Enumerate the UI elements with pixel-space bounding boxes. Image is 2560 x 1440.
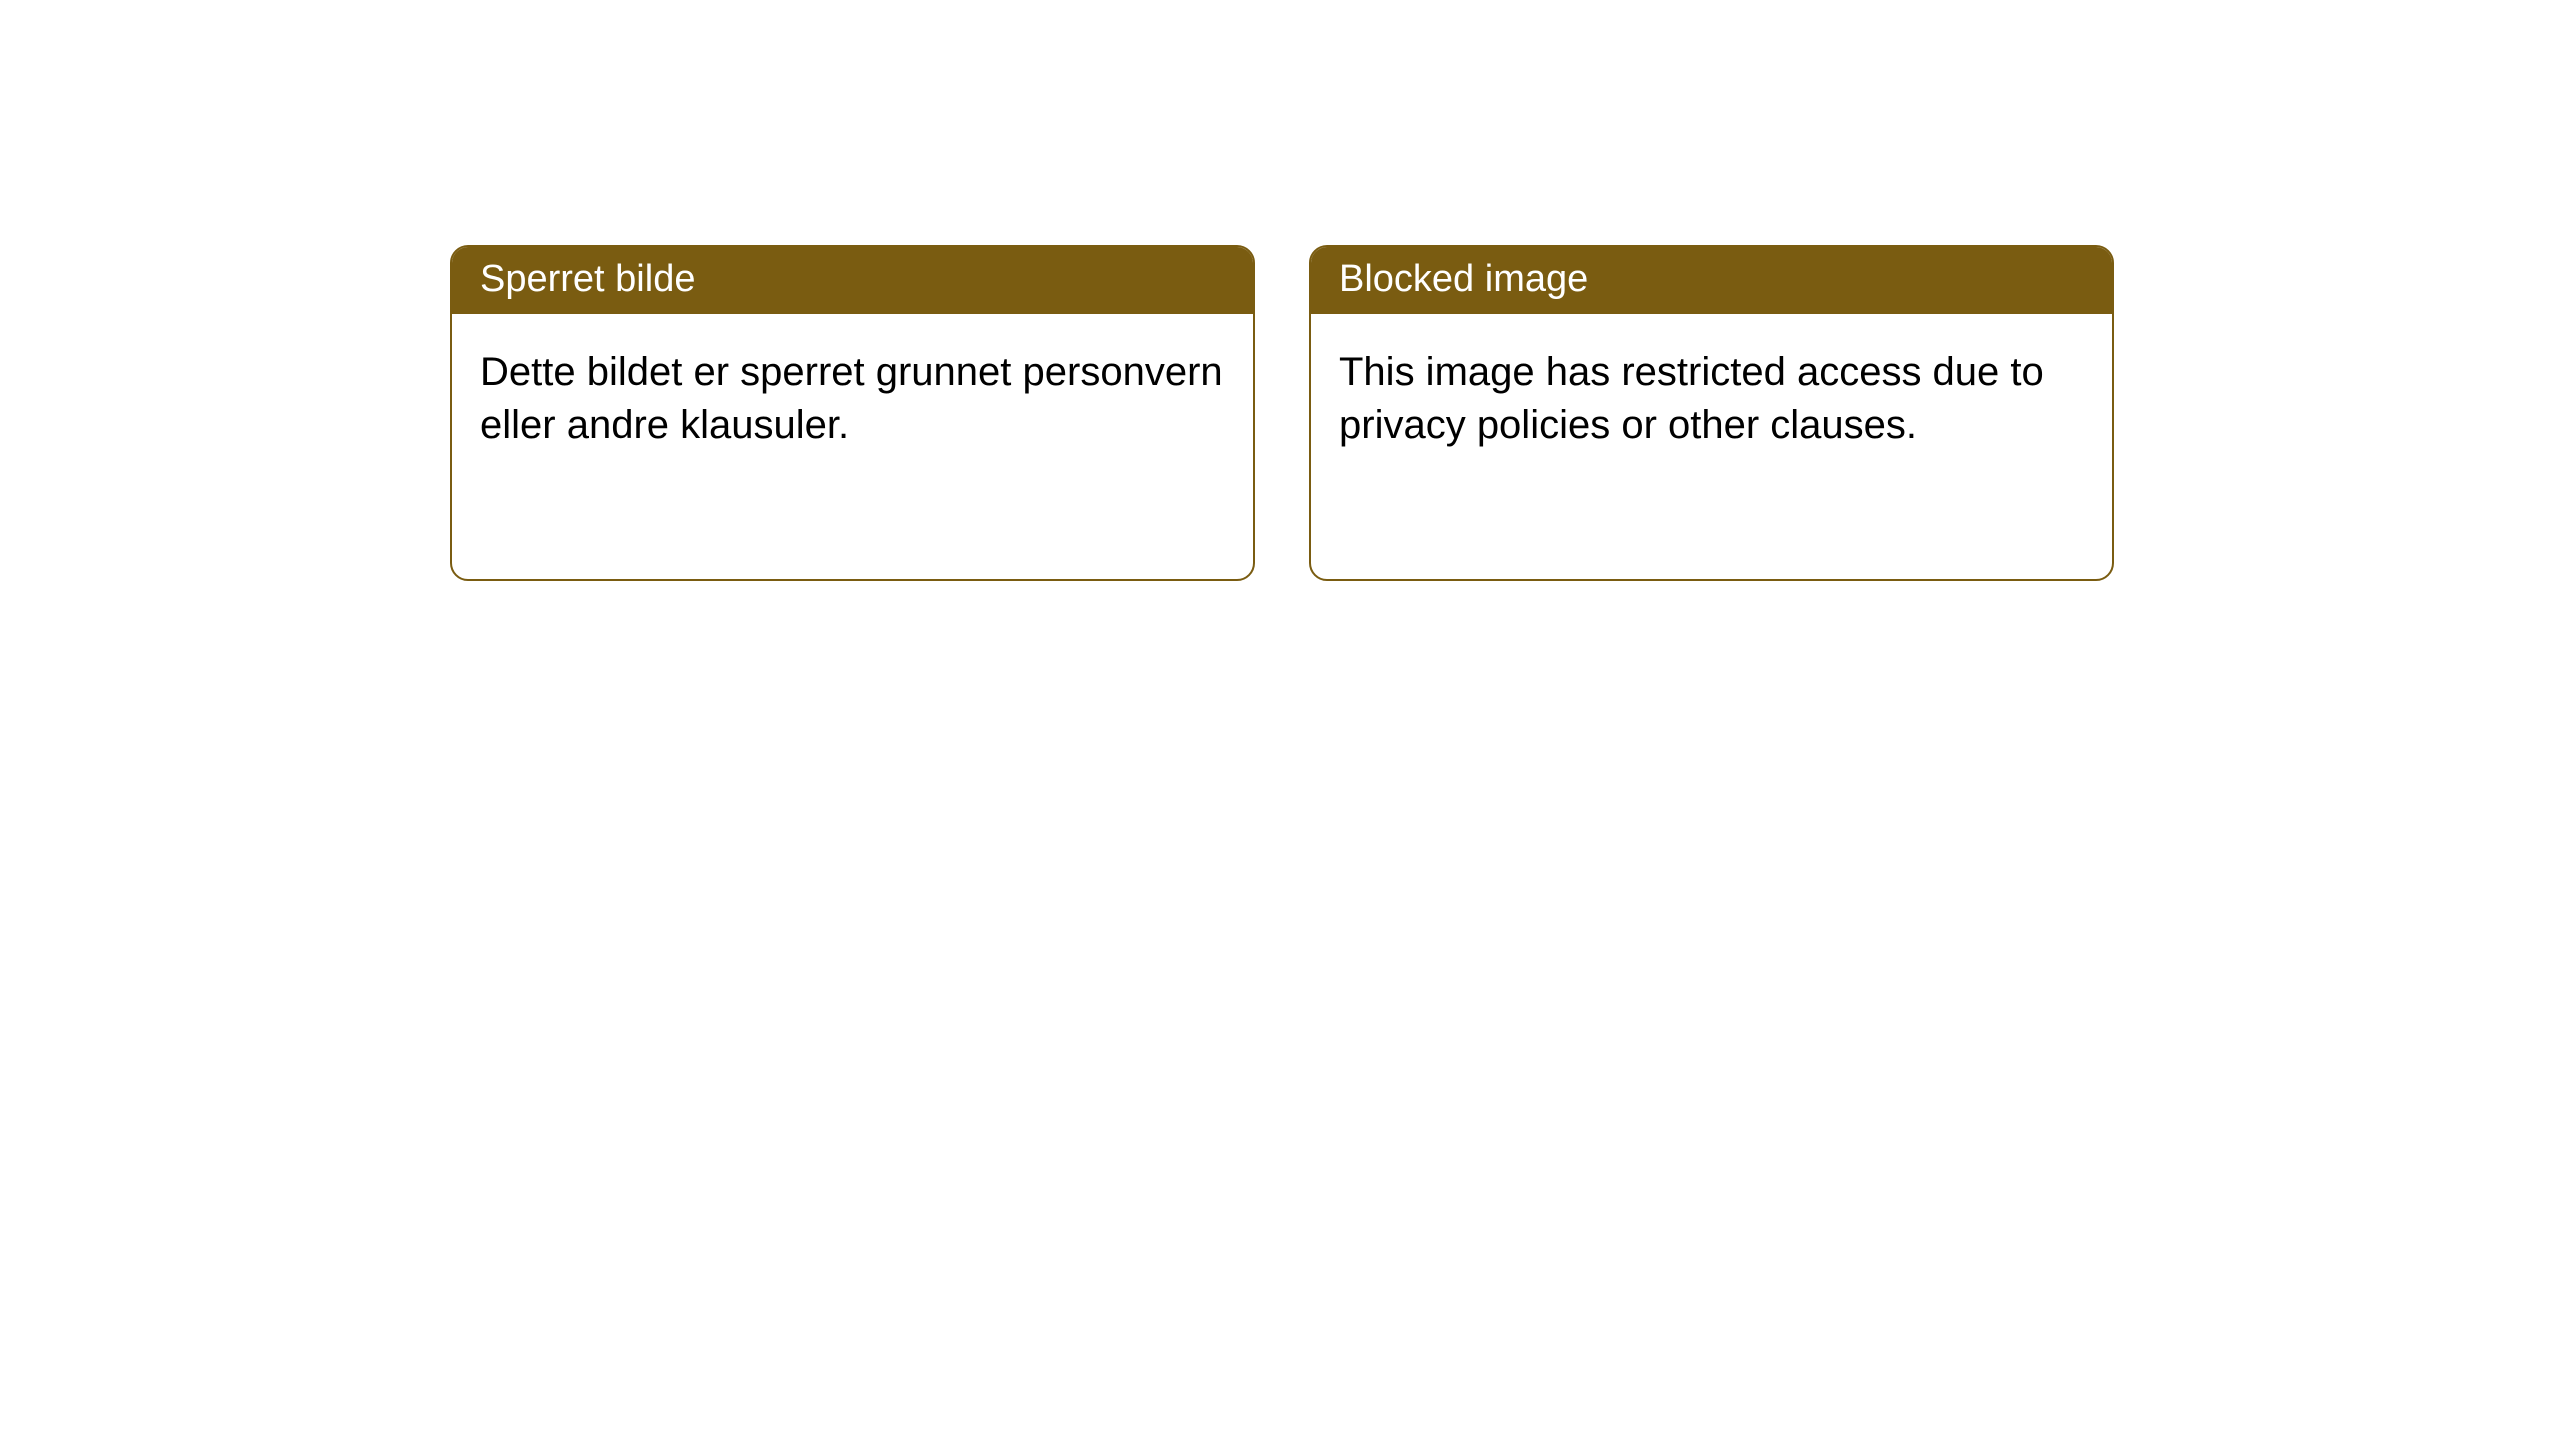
blocked-image-card-no: Sperret bilde Dette bildet er sperret gr…	[450, 245, 1255, 581]
blocked-image-card-en: Blocked image This image has restricted …	[1309, 245, 2114, 581]
notice-container: Sperret bilde Dette bildet er sperret gr…	[0, 0, 2560, 581]
card-body: Dette bildet er sperret grunnet personve…	[452, 314, 1253, 484]
card-body-text: Dette bildet er sperret grunnet personve…	[480, 350, 1223, 447]
card-header: Blocked image	[1311, 247, 2112, 314]
card-body: This image has restricted access due to …	[1311, 314, 2112, 484]
card-body-text: This image has restricted access due to …	[1339, 350, 2044, 447]
card-title: Blocked image	[1339, 258, 1588, 300]
card-header: Sperret bilde	[452, 247, 1253, 314]
card-title: Sperret bilde	[480, 258, 695, 300]
